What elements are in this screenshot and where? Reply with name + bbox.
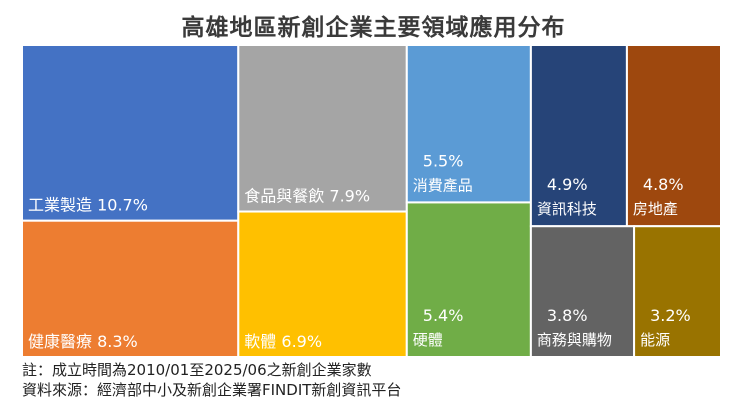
tile-e6b688e8b2bbe794a2e59381: 5.5% 消費產品 (405, 44, 532, 204)
tile-value: 5.5% (423, 151, 464, 170)
tile-label: 工業製造 10.7% (28, 196, 148, 215)
tile-e59586e58b99e88887e8b3bce789a9: 3.8% 商務與購物 (529, 225, 636, 358)
treemap-tile (625, 44, 722, 228)
tile-name: 能源 (640, 331, 670, 349)
tile-value: 5.4% (423, 306, 464, 325)
tile-name: 消費產品 (413, 176, 473, 194)
treemap-tile (237, 44, 408, 213)
note-source: 資料來源：經濟部中小及新創企業署FINDIT新創資訊平台 (22, 381, 402, 399)
treemap-tile (529, 44, 628, 228)
tile-e5b7a5e6a5ade8a3bde980a0: 工業製造 10.7% (21, 44, 240, 222)
tile-value: 4.9% (547, 175, 588, 194)
tile-e9a39fe59381e88887e9a490e9a3b2: 食品與餐飲 7.9% (237, 44, 408, 213)
tile-value: 3.2% (650, 306, 691, 325)
tile-value: 4.8% (643, 175, 684, 194)
tile-value: 3.8% (547, 306, 588, 325)
treemap-tile (405, 201, 532, 358)
treemap-tile (237, 210, 408, 358)
treemap-tile (529, 225, 636, 358)
tile-e688bfe59cb0e794a2: 4.8% 房地產 (625, 44, 722, 228)
tile-label: 健康醫療 8.3% (28, 332, 138, 351)
tile-e8bb9fe9ab94: 軟體 6.9% (237, 210, 408, 358)
treemap-tile (633, 225, 722, 358)
treemap-tile (21, 44, 240, 222)
chart-title: 高雄地區新創企業主要領域應用分布 (181, 15, 566, 41)
tile-e581a5e5bab7e986abe79982: 健康醫療 8.3% (21, 219, 240, 358)
tile-e7a1ace9ab94: 5.4% 硬體 (405, 201, 532, 358)
tile-e883bde6ba90: 3.2% 能源 (633, 225, 722, 358)
tile-name: 房地產 (633, 200, 678, 218)
note-period: 註：成立時間為2010/01至2025/06之新創企業家數 (22, 361, 372, 379)
tile-label: 軟體 6.9% (244, 332, 322, 351)
tile-name: 硬體 (413, 331, 443, 349)
chart-notes: 註：成立時間為2010/01至2025/06之新創企業家數 資料來源：經濟部中小… (22, 360, 401, 400)
tile-label: 食品與餐飲 7.9% (244, 187, 370, 206)
treemap-tile (21, 219, 240, 358)
tile-name: 商務與購物 (537, 331, 612, 349)
tile-name: 資訊科技 (537, 200, 597, 218)
tile-e8b387e8a88ae7a791e68a80: 4.9% 資訊科技 (529, 44, 628, 228)
